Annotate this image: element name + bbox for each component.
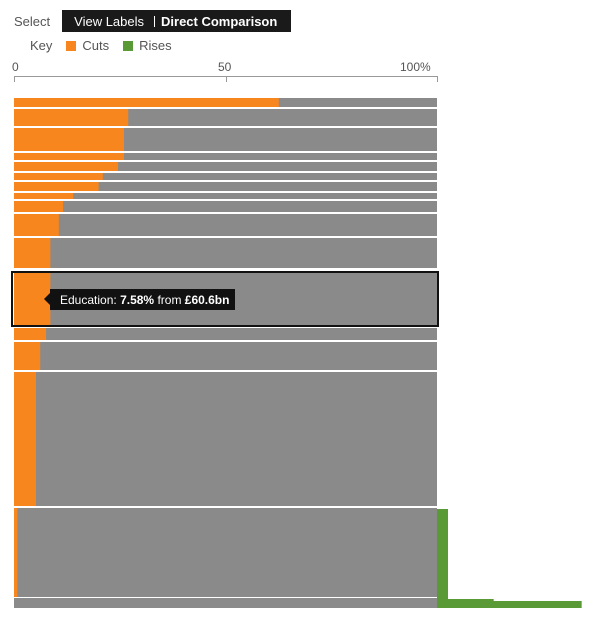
bar-base-14 — [14, 372, 437, 506]
bar-base-10 — [14, 238, 437, 268]
view-toggle: View Labels Direct Comparison — [62, 10, 292, 32]
bar-base-8 — [14, 201, 437, 212]
bar-base-13 — [14, 342, 437, 370]
legend-item-cuts: Cuts — [82, 38, 110, 53]
select-label: Select — [14, 13, 51, 29]
bar-cut-7 — [14, 193, 74, 199]
legend-item-rises: Rises — [139, 38, 172, 53]
direct-comparison-button[interactable]: Direct Comparison — [161, 13, 278, 29]
tick-mark-0 — [14, 76, 15, 82]
bar-rise-1 — [437, 596, 448, 599]
toolbar: Select View Labels Direct Comparison — [14, 10, 292, 32]
view-labels-button[interactable]: View Labels — [74, 13, 145, 29]
bar-rise-3 — [437, 601, 582, 608]
x-axis: 0 50 100% — [12, 58, 438, 82]
bar-cut-15 — [14, 508, 18, 597]
bar-rise-2 — [437, 599, 494, 602]
cuts-swatch — [66, 40, 77, 51]
bar-base-15 — [14, 508, 437, 597]
bar-cut-8 — [14, 201, 64, 212]
bar-cut-13 — [14, 342, 41, 370]
bar-cut-1 — [14, 109, 129, 126]
bar-base-18 — [14, 600, 437, 603]
bar-rise-0 — [437, 509, 448, 597]
legend-title: Key — [30, 38, 53, 53]
tick-label-0: 0 — [12, 60, 19, 74]
tick-label-50: 50 — [218, 60, 232, 74]
rises-swatch — [123, 40, 134, 51]
bar-base-5 — [14, 173, 437, 180]
bar-base-7 — [14, 193, 437, 199]
tooltip-category: Education: — [60, 292, 117, 307]
bar-base-4 — [14, 162, 437, 171]
bar-tooltip: Education: 7.58% from £60.6bn — [43, 289, 236, 310]
bar-cut-0 — [14, 98, 279, 107]
tooltip-from: from — [157, 292, 182, 307]
tick-mark-100 — [437, 76, 438, 82]
bar-base-6 — [14, 182, 437, 191]
tooltip-amount: £60.6bn — [184, 292, 230, 307]
tooltip-value: 7.58% — [120, 292, 155, 307]
tick-mark-50 — [226, 76, 227, 82]
bar-base-19 — [14, 603, 437, 606]
highlight-outline — [11, 271, 439, 327]
bar-cut-5 — [14, 173, 103, 180]
bar-cut-2 — [14, 128, 124, 151]
bar-base-9 — [14, 214, 437, 236]
legend: Key Cuts Rises — [30, 38, 172, 53]
bar-base-17 — [14, 598, 437, 600]
bar-cut-3 — [14, 153, 124, 160]
bar-cut-10 — [14, 238, 51, 268]
bar-cut-9 — [14, 214, 59, 236]
bar-base-12 — [14, 328, 437, 340]
toggle-divider — [154, 15, 156, 27]
bar-cut-14 — [14, 372, 36, 506]
bar-cut-12 — [14, 328, 47, 340]
tick-label-100: 100% — [400, 60, 431, 74]
bar-cut-4 — [14, 162, 119, 171]
bar-base-3 — [14, 153, 437, 160]
bar-cut-6 — [14, 182, 99, 191]
bar-base-20 — [14, 606, 437, 608]
